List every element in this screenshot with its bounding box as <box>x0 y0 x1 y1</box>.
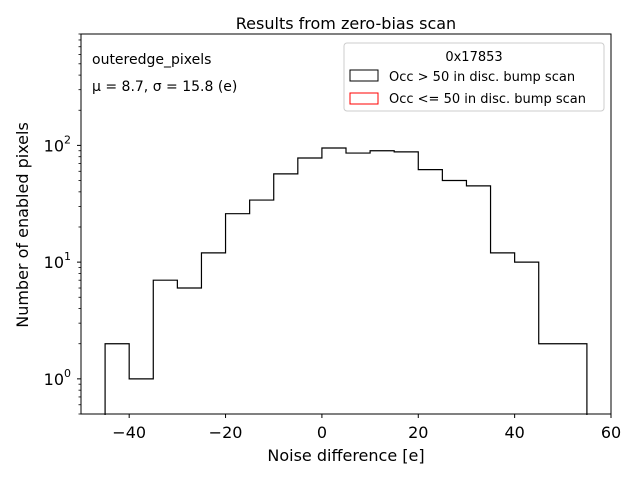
plot-area <box>104 147 588 415</box>
histogram-series-0 <box>104 147 588 415</box>
y-axis-label: Number of enabled pixels <box>13 122 32 328</box>
plot-frame <box>80 33 612 415</box>
x-tick-label: −20 <box>209 423 243 442</box>
histogram-bin <box>563 344 587 414</box>
chart-title: Results from zero-bias scan <box>236 14 456 33</box>
histogram-bin <box>129 379 153 414</box>
histogram-bin <box>346 153 370 414</box>
legend-swatch-red <box>349 92 379 105</box>
x-tick-label: 40 <box>504 423 524 442</box>
histogram-bin <box>491 253 515 414</box>
histogram-bin <box>274 174 298 414</box>
histogram-bin <box>394 152 418 414</box>
x-tick-label: 60 <box>601 423 621 442</box>
histogram-bin <box>466 186 490 414</box>
histogram-bin <box>226 214 250 414</box>
histogram-bin <box>539 344 563 414</box>
y-tick-label: 101 <box>44 250 71 272</box>
legend-label-occ-le-50: Occ <= 50 in disc. bump scan <box>389 92 586 107</box>
legend-label-occ-gt-50: Occ > 50 in disc. bump scan <box>389 70 575 85</box>
histogram-bin <box>201 253 225 414</box>
y-tick-label: 100 <box>44 367 71 389</box>
histogram-bin <box>153 280 177 414</box>
legend: 0x17853 Occ > 50 in disc. bump scan Occ … <box>343 42 605 112</box>
histogram-bin <box>515 262 539 414</box>
histogram-bin <box>370 151 394 414</box>
y-tick-label: 102 <box>44 133 71 155</box>
x-axis: −40 −20 0 20 40 60 <box>112 414 621 442</box>
histogram-bin <box>105 344 129 414</box>
x-tick-label: 20 <box>408 423 428 442</box>
histogram-bin <box>250 200 274 414</box>
legend-box <box>343 42 605 112</box>
annotation-region: outeredge_pixels <box>92 52 211 68</box>
histogram-bin <box>442 181 466 414</box>
legend-title: 0x17853 <box>445 50 502 65</box>
legend-swatch-black <box>349 69 379 82</box>
y-axis: 100 101 102 <box>44 33 81 415</box>
histogram-bin <box>177 288 201 414</box>
x-tick-label: −40 <box>112 423 146 442</box>
histogram-bin <box>298 158 322 414</box>
histogram-bin <box>418 170 442 414</box>
histogram-bin <box>322 148 346 414</box>
x-axis-label: Noise difference [e] <box>267 446 424 465</box>
x-tick-label: 0 <box>317 423 327 442</box>
annotation-stats: μ = 8.7, σ = 15.8 (e) <box>92 79 237 95</box>
